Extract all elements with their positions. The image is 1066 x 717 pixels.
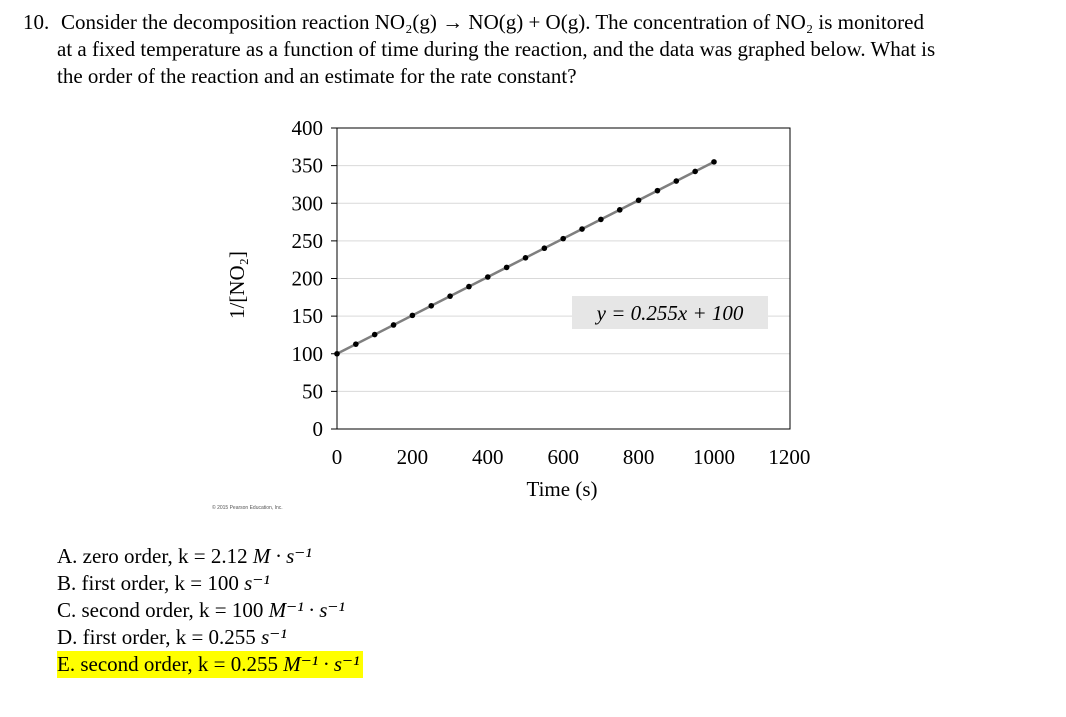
y-tick-label: 350 xyxy=(292,154,324,178)
data-point xyxy=(409,312,416,319)
data-point xyxy=(371,331,378,338)
fit-equation: y = 0.255x + 100 xyxy=(595,301,744,325)
data-point xyxy=(334,350,340,357)
question-number: 10. xyxy=(23,10,50,34)
y-tick-label: 200 xyxy=(292,267,324,291)
x-tick-label: 1000 xyxy=(693,445,735,469)
x-tick-label: 200 xyxy=(397,445,429,469)
data-point xyxy=(485,274,491,280)
answer-unit: s⁻¹ xyxy=(244,571,270,595)
answer-label: A. zero order, k = 2.12 xyxy=(57,544,253,568)
y-tick-label: 50 xyxy=(302,379,323,403)
data-point xyxy=(466,283,472,290)
answer-choice: B. first order, k = 100 s⁻¹ xyxy=(57,570,363,597)
x-tick-label: 1200 xyxy=(768,445,810,469)
question-line-1: Consider the decomposition reaction NO₂(… xyxy=(61,10,924,34)
answer-label: E. second order, k = 0.255 xyxy=(57,652,284,676)
data-point xyxy=(503,264,510,271)
data-point xyxy=(447,293,453,299)
answer-text: A. zero order, k = 2.12 M · s⁻¹ xyxy=(57,543,363,570)
answer-choice: C. second order, k = 100 M⁻¹ · s⁻¹ xyxy=(57,597,363,624)
data-point xyxy=(428,302,435,309)
answer-choice: D. first order, k = 0.255 s⁻¹ xyxy=(57,624,363,651)
chart-axes xyxy=(331,127,791,430)
answer-label: D. first order, k = 0.255 xyxy=(57,625,262,649)
answer-choices: A. zero order, k = 2.12 M · s⁻¹ B. first … xyxy=(57,543,364,678)
answer-text: C. second order, k = 100 M⁻¹ · s⁻¹ xyxy=(57,597,363,624)
question-line-3: the order of the reaction and an estimat… xyxy=(57,64,577,88)
answer-text: B. first order, k = 100 s⁻¹ xyxy=(57,570,363,597)
data-point xyxy=(579,226,585,232)
data-point xyxy=(353,341,359,347)
data-point xyxy=(390,322,397,328)
copyright-notice: © 2015 Pearson Education, Inc. xyxy=(212,504,283,511)
question-line-2: at a fixed temperature as a function of … xyxy=(57,37,936,61)
equation-box xyxy=(572,296,768,329)
answer-choice: E. second order, k = 0.255 M⁻¹ · s⁻¹ xyxy=(57,651,364,678)
x-tick-label: 600 xyxy=(547,445,579,469)
data-point xyxy=(560,235,566,242)
y-axis-title: 1/[NO₂] xyxy=(225,251,249,319)
y-tick-label: 100 xyxy=(292,342,324,366)
y-tick-label: 300 xyxy=(292,191,324,215)
data-point xyxy=(711,159,717,165)
y-tick-label: 400 xyxy=(292,116,324,140)
chart-labels: 0 50 100 150 200 250 300 350 400 0 200 400 600 800 100… xyxy=(212,116,810,511)
answer-text: D. first order, k = 0.255 s⁻¹ xyxy=(57,624,363,651)
x-axis-title: Time (s) xyxy=(527,477,598,501)
answer-unit: s⁻¹ xyxy=(261,625,287,649)
plot-frame xyxy=(336,127,791,430)
data-point xyxy=(654,187,661,194)
data-point xyxy=(598,216,604,223)
answer-unit: M · s⁻¹ xyxy=(252,544,312,568)
x-tick-label: 0 xyxy=(332,445,343,469)
data-point xyxy=(616,207,623,213)
data-point xyxy=(541,245,548,252)
answer-label: C. second order, k = 100 xyxy=(57,598,269,622)
data-point xyxy=(522,255,529,261)
answer-choice-highlighted: E. second order, k = 0.255 M⁻¹ · s⁻¹ xyxy=(57,651,364,678)
x-tick-label: 800 xyxy=(623,445,655,469)
data-point xyxy=(635,197,642,204)
y-tick-label: 0 xyxy=(313,417,324,441)
data-point xyxy=(692,168,698,175)
data-point xyxy=(673,178,680,184)
answer-choice: A. zero order, k = 2.12 M · s⁻¹ xyxy=(57,543,363,570)
answer-label: B. first order, k = 100 xyxy=(57,571,245,595)
chart-grid xyxy=(337,127,790,430)
y-tick-label: 250 xyxy=(292,229,324,253)
answer-unit: M⁻¹ · s⁻¹ xyxy=(268,598,345,622)
x-tick-label: 400 xyxy=(472,445,504,469)
answer-unit: M⁻¹ · s⁻¹ xyxy=(283,652,360,676)
y-tick-label: 150 xyxy=(292,304,324,328)
chart-points xyxy=(334,159,717,357)
